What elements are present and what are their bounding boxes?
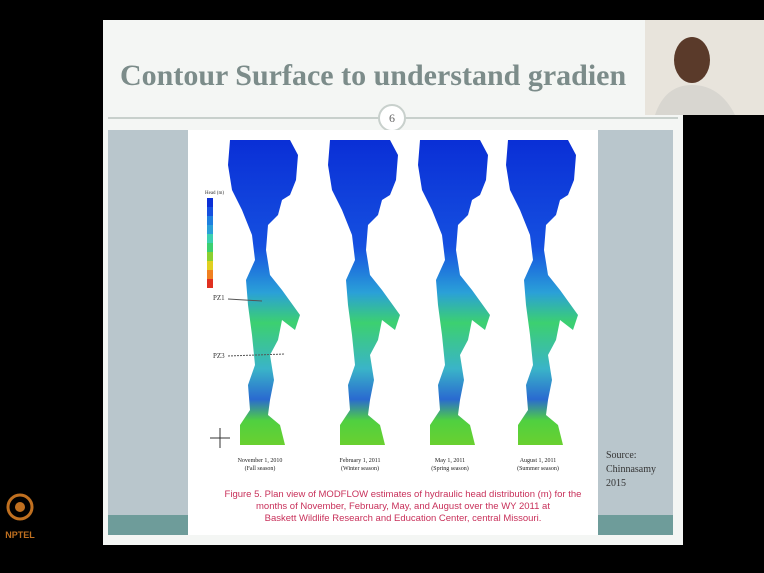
panel-date: August 1, 2011 [520,458,557,464]
panel-season: (Summer season) [517,465,559,472]
bottom-bar [598,515,673,535]
panel-season: (Fall season) [245,465,276,472]
source-line: Chinnasamy [606,464,656,475]
side-panel [108,130,188,515]
source-line: 2015 [606,478,626,489]
caption-line: Baskett Wildlife Research and Education … [265,513,542,524]
slide-number: 6 [389,111,395,125]
caption-line: Figure 5. Plan view of MODFLOW estimates… [225,489,582,500]
panel-date: November 1, 2010 [238,458,283,464]
presenter-head [674,37,710,83]
page: Contour Surface to understand gradien 6 … [0,0,764,573]
well-label: PZ3 [213,352,225,360]
slide-title: Contour Surface to understand gradien [120,59,626,92]
screen: Contour Surface to understand gradien 6 … [0,0,764,573]
legend-title: Head (m) [205,191,224,196]
panel-season: (Spring season) [431,465,469,472]
logo-text: NPTEL [5,530,35,540]
panel-date: May 1, 2011 [435,458,465,464]
panel-season: (Winter season) [341,465,379,472]
source-line: Source: [606,450,637,461]
caption: Figure 5. Plan view of MODFLOW estimates… [225,489,582,524]
caption-line: months of November, February, May, and A… [256,501,550,512]
well-label: PZ1 [213,294,225,302]
bottom-bar [108,515,188,535]
panel-date: February 1, 2011 [340,458,381,464]
